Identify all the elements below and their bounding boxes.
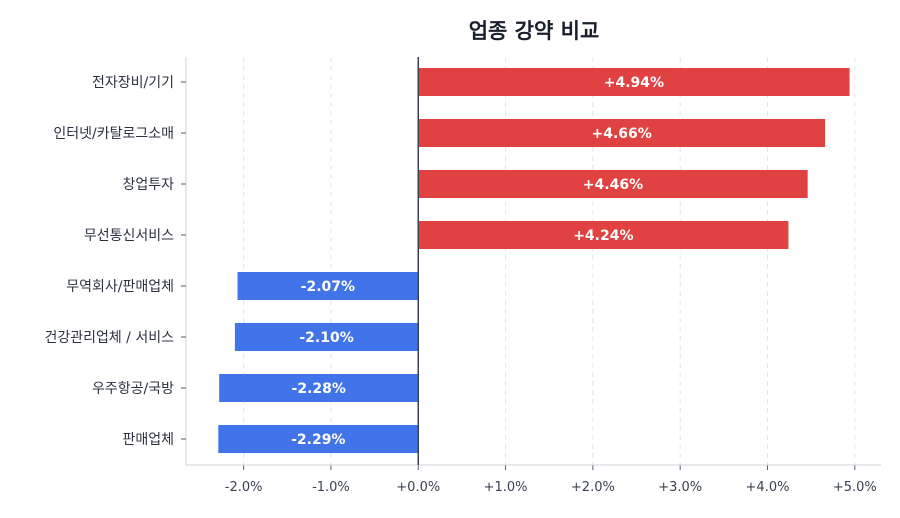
bar-value-label: -2.29% xyxy=(291,432,345,448)
bar-value-label: -2.28% xyxy=(292,381,346,397)
y-tick-label: 건강관리업체 / 서비스 xyxy=(44,330,174,346)
bar xyxy=(237,272,419,300)
bar-value-label: +4.94% xyxy=(604,75,664,91)
y-tick-label: 우주항공/국방 xyxy=(92,381,174,397)
x-tick-label: +0.0% xyxy=(396,480,440,495)
bar xyxy=(234,323,419,351)
y-tick-label: 무선통신서비스 xyxy=(84,228,174,244)
bar xyxy=(218,425,419,453)
x-tick-label: +4.0% xyxy=(746,480,790,495)
bar-value-label: -2.10% xyxy=(299,330,353,346)
bar-value-label: +4.66% xyxy=(592,126,652,142)
bar-value-label: +4.46% xyxy=(583,177,643,193)
y-tick-label: 인터넷/카탈로그소매 xyxy=(53,126,174,142)
x-tick-label: -1.0% xyxy=(312,480,350,495)
x-tick-label: -2.0% xyxy=(225,480,263,495)
x-tick-label: +2.0% xyxy=(571,480,615,495)
x-tick-label: +5.0% xyxy=(833,480,877,495)
bar xyxy=(418,170,808,198)
bar xyxy=(219,374,419,402)
y-tick-label: 판매업체 xyxy=(122,432,174,448)
bar xyxy=(418,68,850,96)
y-tick-label: 무역회사/판매업체 xyxy=(66,279,174,295)
bar-value-label: +4.24% xyxy=(573,228,633,244)
bar-value-label: -2.07% xyxy=(301,279,355,295)
bar xyxy=(418,221,789,249)
x-tick-label: +1.0% xyxy=(484,480,528,495)
y-tick-label: 전자장비/기기 xyxy=(92,75,174,91)
y-tick-label: 창업투자 xyxy=(122,177,174,193)
chart-title: 업종 강약 비교 xyxy=(469,19,600,43)
x-tick-label: +3.0% xyxy=(658,480,702,495)
bar xyxy=(418,119,826,147)
